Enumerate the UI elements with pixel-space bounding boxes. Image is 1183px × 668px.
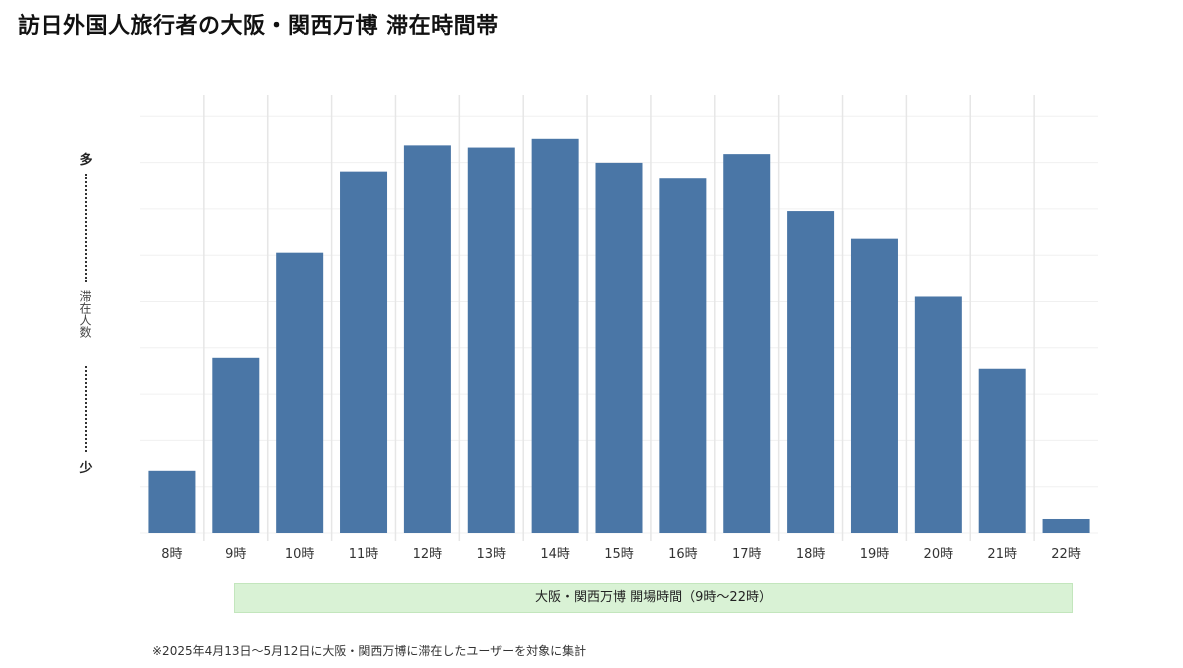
bar-12 <box>403 145 451 533</box>
footnote: ※2025年4月13日〜5月12日に大阪・関西万博に滞在したユーザーを対象に集計 <box>152 644 587 658</box>
chart-title: 訪日外国人旅行者の大阪・関西万博 滞在時間帯 <box>18 14 499 39</box>
x-tick-label: 9時 <box>225 547 246 562</box>
x-tick-label: 20時 <box>924 547 954 562</box>
y-axis-low-label: 少 <box>79 461 93 476</box>
x-tick-label: 12時 <box>413 547 443 562</box>
bar-8 <box>148 470 196 533</box>
y-axis-title: 滞在人数 <box>78 290 92 338</box>
x-tick-label: 14時 <box>540 547 570 562</box>
x-tick-label: 13時 <box>476 547 506 562</box>
y-axis-dotted-line-bottom <box>85 366 87 452</box>
bar-18 <box>787 211 835 533</box>
bar-16 <box>659 178 707 533</box>
x-tick-label: 16時 <box>668 547 698 562</box>
x-tick-label: 17時 <box>732 547 762 562</box>
bar-19 <box>850 238 898 533</box>
bar-13 <box>467 147 515 533</box>
bar-14 <box>531 138 579 534</box>
y-axis-dotted-line-top <box>85 174 87 282</box>
bar-21 <box>978 368 1026 533</box>
x-tick-label: 15時 <box>604 547 634 562</box>
x-tick-label: 21時 <box>987 547 1017 562</box>
x-tick-label: 11時 <box>349 547 379 562</box>
x-tick-label: 19時 <box>860 547 890 562</box>
x-tick-label: 10時 <box>285 547 315 562</box>
opening-hours-band: 大阪・関西万博 開場時間（9時〜22時） <box>234 583 1073 613</box>
x-tick-label: 18時 <box>796 547 826 562</box>
bar-20 <box>914 296 962 533</box>
bar-10 <box>276 252 324 533</box>
x-tick-label: 8時 <box>161 547 182 562</box>
bar-22 <box>1042 518 1090 533</box>
bar-17 <box>723 154 771 533</box>
bar-15 <box>595 162 643 533</box>
bar-11 <box>340 171 388 533</box>
y-axis-high-label: 多 <box>79 153 93 168</box>
x-tick-label: 22時 <box>1051 547 1081 562</box>
bar-9 <box>212 357 260 533</box>
